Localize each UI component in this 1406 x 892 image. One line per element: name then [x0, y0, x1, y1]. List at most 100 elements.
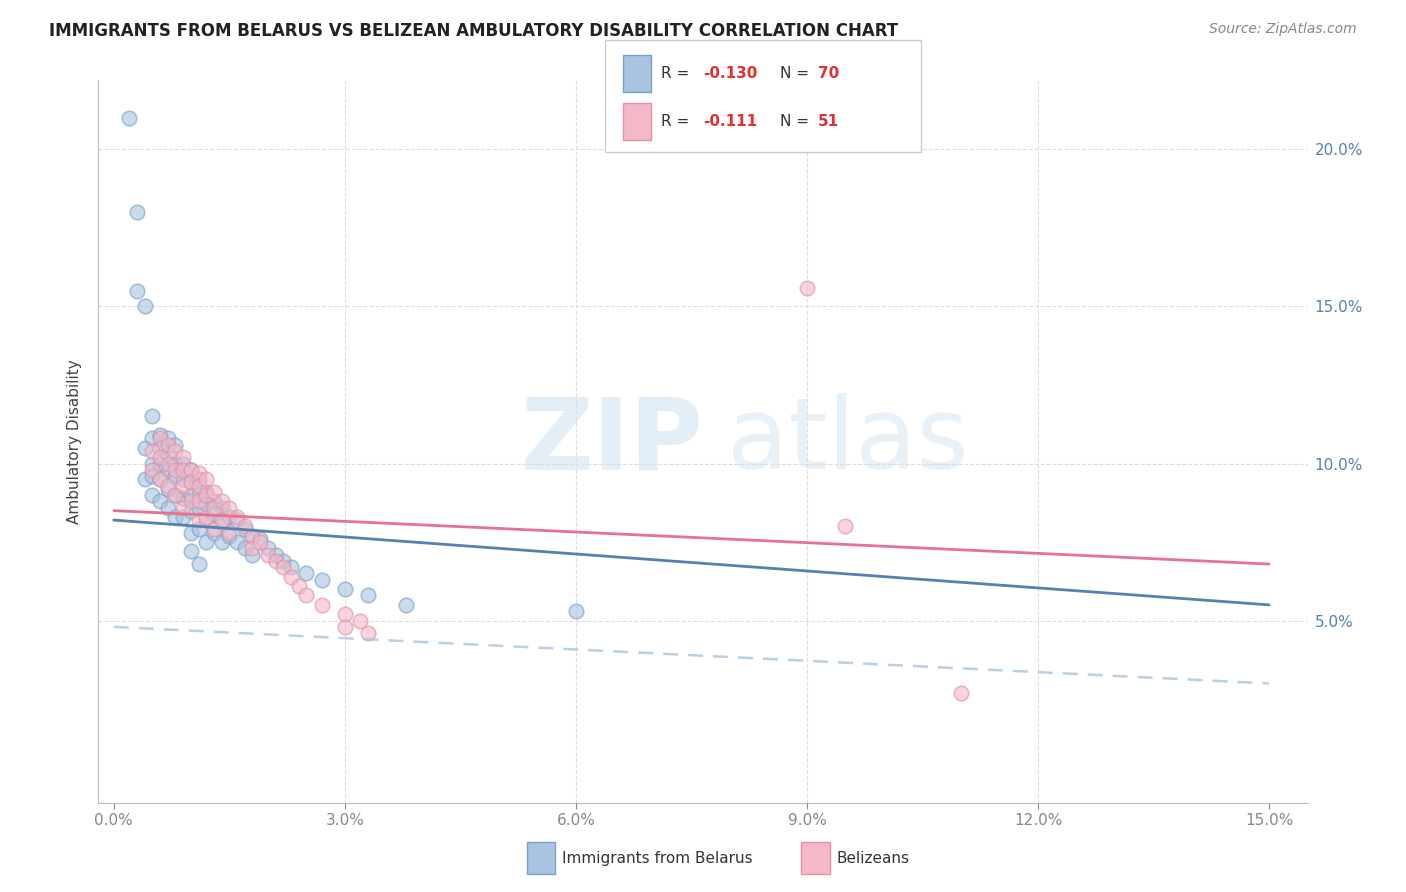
Point: [156, 431, 179, 445]
Point: [180, 463, 202, 477]
Text: Immigrants from Belarus: Immigrants from Belarus: [562, 851, 754, 865]
Text: atlas: atlas: [727, 393, 969, 490]
Point: [172, 478, 194, 492]
Point: [187, 523, 209, 537]
Point: [165, 444, 187, 458]
Point: [218, 529, 240, 543]
Point: [180, 494, 202, 508]
Point: [202, 525, 225, 540]
Point: [180, 488, 202, 502]
Point: [149, 428, 172, 442]
Point: [141, 409, 163, 424]
Y-axis label: Ambulatory Disability: Ambulatory Disability: [67, 359, 83, 524]
Point: [141, 463, 163, 477]
Point: [134, 441, 156, 455]
Point: [311, 598, 333, 612]
Text: IMMIGRANTS FROM BELARUS VS BELIZEAN AMBULATORY DISABILITY CORRELATION CHART: IMMIGRANTS FROM BELARUS VS BELIZEAN AMBU…: [49, 22, 898, 40]
Point: [834, 519, 856, 533]
Point: [233, 523, 256, 537]
Point: [187, 478, 209, 492]
Point: [249, 532, 271, 546]
Point: [202, 507, 225, 521]
Point: [172, 472, 194, 486]
Text: Belizeans: Belizeans: [837, 851, 910, 865]
Point: [125, 205, 148, 219]
Point: [165, 488, 187, 502]
Point: [195, 535, 218, 549]
Point: [172, 457, 194, 471]
Text: 70: 70: [818, 66, 839, 81]
Point: [257, 548, 280, 562]
Text: -0.130: -0.130: [703, 66, 758, 81]
Point: [156, 478, 179, 492]
Point: [165, 438, 187, 452]
Text: ZIP: ZIP: [520, 393, 703, 490]
Point: [187, 494, 209, 508]
Point: [333, 607, 356, 622]
Text: 51: 51: [818, 114, 839, 129]
Point: [134, 300, 156, 314]
Point: [218, 500, 240, 515]
Point: [195, 484, 218, 499]
Point: [195, 472, 218, 486]
Text: R =: R =: [661, 114, 699, 129]
Point: [149, 450, 172, 465]
Point: [187, 472, 209, 486]
Point: [172, 491, 194, 505]
Point: [242, 529, 264, 543]
Point: [226, 510, 249, 524]
Point: [257, 541, 280, 556]
Text: Source: ZipAtlas.com: Source: ZipAtlas.com: [1209, 22, 1357, 37]
Point: [149, 472, 172, 486]
Point: [280, 560, 302, 574]
Point: [180, 503, 202, 517]
Point: [149, 494, 172, 508]
Point: [202, 494, 225, 508]
Point: [211, 513, 233, 527]
Point: [950, 686, 973, 700]
Point: [202, 484, 225, 499]
Point: [149, 457, 172, 471]
Point: [172, 500, 194, 515]
Point: [242, 548, 264, 562]
Text: R =: R =: [661, 66, 695, 81]
Point: [218, 525, 240, 540]
Point: [311, 573, 333, 587]
Point: [165, 463, 187, 477]
Point: [141, 444, 163, 458]
Point: [156, 500, 179, 515]
Point: [226, 513, 249, 527]
Point: [156, 457, 179, 471]
Point: [187, 500, 209, 515]
Point: [202, 523, 225, 537]
Point: [211, 500, 233, 515]
Text: -0.111: -0.111: [703, 114, 756, 129]
Point: [149, 472, 172, 486]
Point: [226, 535, 249, 549]
Point: [242, 529, 264, 543]
Point: [287, 579, 309, 593]
Point: [180, 463, 202, 477]
Point: [180, 475, 202, 490]
Point: [280, 569, 302, 583]
Point: [149, 441, 172, 455]
Point: [796, 280, 818, 294]
Point: [180, 525, 202, 540]
Point: [349, 614, 371, 628]
Point: [202, 500, 225, 515]
Point: [165, 510, 187, 524]
Point: [156, 447, 179, 461]
Point: [249, 535, 271, 549]
Point: [187, 466, 209, 480]
Point: [141, 431, 163, 445]
Point: [141, 457, 163, 471]
Text: N =: N =: [780, 114, 814, 129]
Point: [134, 472, 156, 486]
Point: [187, 513, 209, 527]
Point: [211, 535, 233, 549]
Point: [118, 111, 141, 125]
Point: [333, 620, 356, 634]
Point: [565, 604, 588, 618]
Point: [211, 516, 233, 531]
Point: [233, 519, 256, 533]
